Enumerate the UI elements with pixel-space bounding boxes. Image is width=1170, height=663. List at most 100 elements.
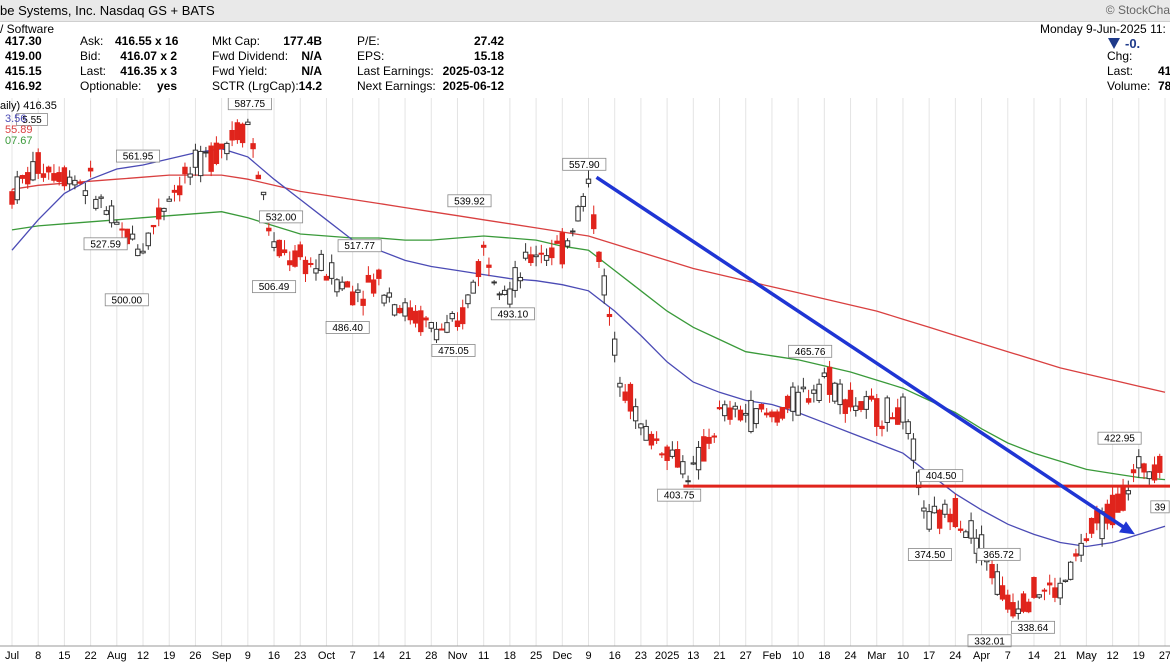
- candle-body: [1136, 456, 1142, 469]
- candle-body: [501, 289, 508, 296]
- candle-body: [192, 149, 199, 168]
- candle-body: [370, 279, 377, 294]
- candle-body: [1057, 582, 1063, 599]
- candle-body: [575, 206, 581, 222]
- candle-body: [622, 391, 628, 401]
- candle-body: [381, 294, 387, 304]
- candle-body: [769, 411, 775, 418]
- x-tick-label: 21: [1054, 650, 1066, 662]
- candle-body: [1088, 517, 1095, 534]
- candle-body: [1047, 582, 1053, 586]
- candle-body: [287, 260, 293, 266]
- candle-body: [402, 302, 408, 317]
- price-label-box: [1097, 431, 1142, 445]
- candle-body: [543, 255, 550, 261]
- price-label: 539.92: [454, 196, 485, 207]
- price-label-box: [83, 237, 128, 251]
- candle-body: [528, 254, 534, 264]
- candle-body: [203, 151, 209, 154]
- price-label-box: [1010, 620, 1055, 634]
- candle-body: [1146, 471, 1152, 480]
- price-label: 500.00: [112, 295, 143, 306]
- candle-body: [632, 406, 639, 422]
- candle-body: [486, 264, 492, 268]
- candle-body: [716, 407, 723, 410]
- stat-label: Last Earnings:: [357, 64, 434, 78]
- x-tick-label: 14: [373, 650, 385, 662]
- candle-body: [234, 122, 241, 141]
- candle-body: [218, 143, 225, 150]
- price-label: 403.75: [664, 491, 695, 502]
- stat-label: Mkt Cap:: [212, 34, 261, 48]
- candle-body: [963, 531, 969, 538]
- candle-body: [156, 207, 162, 220]
- candle-body: [135, 248, 141, 257]
- candle-body: [989, 564, 995, 579]
- candle-body: [45, 166, 52, 173]
- candle-body: [386, 292, 393, 298]
- candle-body: [1052, 587, 1058, 598]
- candle-body: [418, 310, 424, 333]
- candle-body: [439, 328, 445, 331]
- x-tick-label: 12: [1106, 650, 1118, 662]
- candle-body: [376, 269, 382, 279]
- x-tick-label: Apr: [973, 650, 990, 662]
- chart-title: be Systems, Inc. Nasdaq GS + BATS: [0, 3, 215, 18]
- x-tick-label: 12: [137, 650, 149, 662]
- candle-body: [847, 389, 854, 408]
- drawn-lines: [595, 175, 1170, 535]
- quote-value: 783: [1158, 79, 1170, 93]
- candle-body: [680, 461, 686, 475]
- candle-body: [250, 143, 256, 150]
- x-tick-label: 15: [58, 650, 70, 662]
- candle-body: [208, 145, 214, 172]
- candle-body: [1031, 577, 1037, 598]
- candle-body: [952, 497, 959, 528]
- candle-body: [674, 449, 681, 468]
- candle-body: [795, 391, 801, 416]
- price-label-box: [431, 344, 476, 357]
- x-tick-label: 28: [425, 650, 437, 662]
- x-tick-label: Oct: [318, 650, 335, 662]
- candle-body: [774, 411, 780, 423]
- stat-value: 14.2: [298, 79, 322, 93]
- candle-body: [1130, 469, 1137, 474]
- candle-body: [496, 293, 503, 296]
- price-chart: 5.55 587.75 561.95 527.59 500.00 532.00 506.49…: [0, 98, 1170, 662]
- candle-body: [538, 252, 545, 255]
- candle-body: [9, 191, 15, 205]
- candle-body: [868, 395, 875, 400]
- candle-body: [973, 537, 980, 554]
- candle-body: [475, 261, 482, 278]
- candle-body: [1073, 553, 1079, 557]
- candle-body: [271, 241, 277, 248]
- x-tick-label: 14: [1028, 650, 1040, 662]
- candle-body: [470, 281, 476, 294]
- candle-body: [507, 288, 513, 305]
- candle-body: [19, 175, 26, 179]
- quote-label: Optionable:: [80, 79, 142, 93]
- legend-ma50: 3.56: [5, 113, 27, 125]
- candle-body: [711, 435, 717, 438]
- candle-body: [863, 396, 869, 410]
- price-label-box: [788, 344, 833, 358]
- candle-body: [313, 268, 319, 274]
- candle-body: [533, 254, 539, 258]
- stat-label: P/E:: [357, 34, 380, 48]
- stat-label: SCTR (LrgCap):: [212, 79, 299, 93]
- candle-body: [612, 338, 618, 356]
- candle-body: [360, 298, 366, 306]
- candle-body: [245, 121, 251, 126]
- quote-value: 417.30: [5, 34, 42, 48]
- candle-body: [391, 304, 398, 316]
- price-label-box: [337, 239, 382, 253]
- candle-body: [93, 198, 99, 209]
- candle-body: [187, 173, 193, 178]
- price-label: 422.95: [1104, 434, 1135, 445]
- candle-body: [339, 281, 345, 290]
- candle-body: [276, 239, 282, 257]
- candle-body: [753, 408, 759, 425]
- candle-body: [260, 191, 267, 196]
- candle-body: [743, 412, 749, 416]
- candle-body: [659, 453, 665, 456]
